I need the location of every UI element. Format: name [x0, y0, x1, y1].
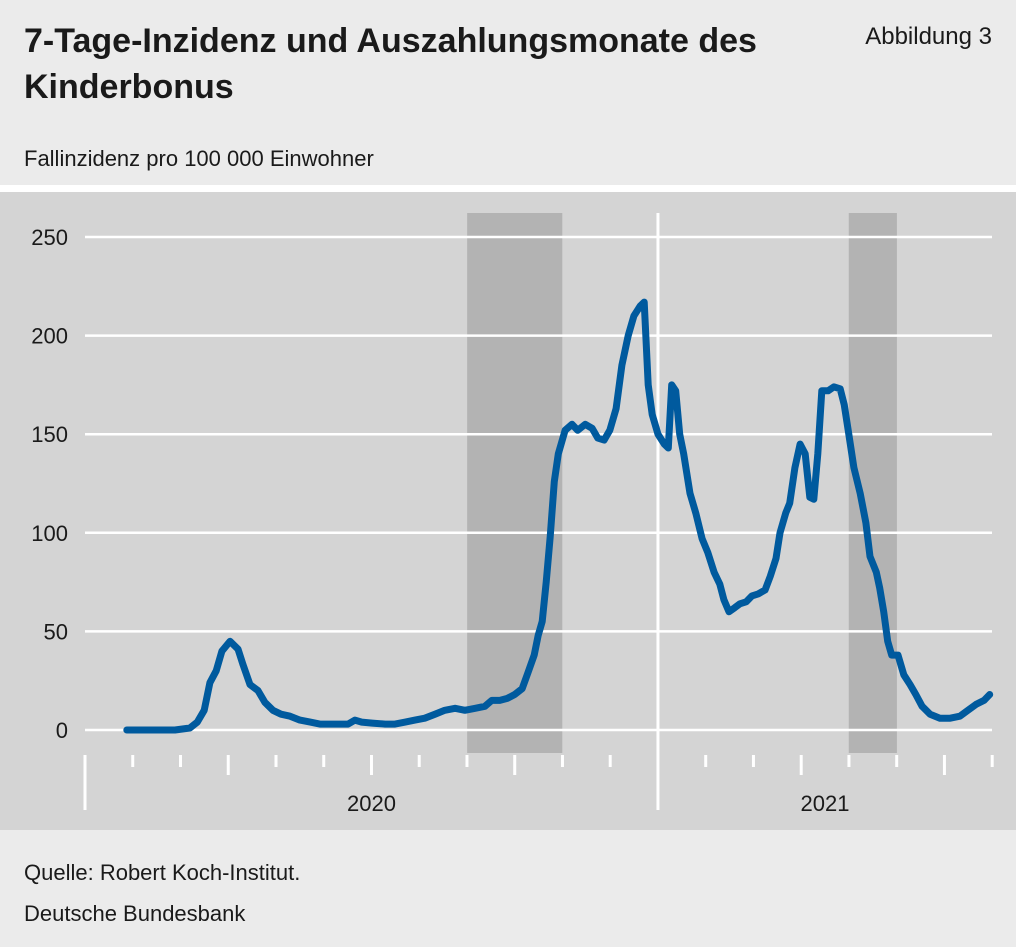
source-note: Quelle: Robert Koch-Institut. — [24, 860, 300, 885]
line-series — [123, 298, 994, 734]
y-tick-label: 50 — [44, 619, 68, 644]
panel-border — [0, 185, 1016, 192]
y-tick-label: 0 — [56, 718, 68, 743]
y-tick-label: 250 — [31, 225, 68, 250]
publisher: Deutsche Bundesbank — [24, 901, 246, 926]
figure-label: Abbildung 3 — [865, 23, 992, 50]
title-line: 7-Tage-Inzidenz und Auszahlungsmonate de… — [24, 22, 757, 60]
title-line: Kinderbonus — [24, 68, 234, 106]
chart-title: 7-Tage-Inzidenz und Auszahlungsmonate de… — [24, 22, 757, 106]
subtitle: Fallinzidenz pro 100 000 Einwohner — [24, 146, 374, 171]
y-tick-label: 200 — [31, 324, 68, 349]
y-tick-label: 100 — [31, 521, 68, 546]
x-tick-label: 2020 — [347, 791, 396, 816]
x-tick-label: 2021 — [801, 791, 850, 816]
y-tick-label: 150 — [31, 422, 68, 447]
shaded-period — [467, 213, 563, 753]
